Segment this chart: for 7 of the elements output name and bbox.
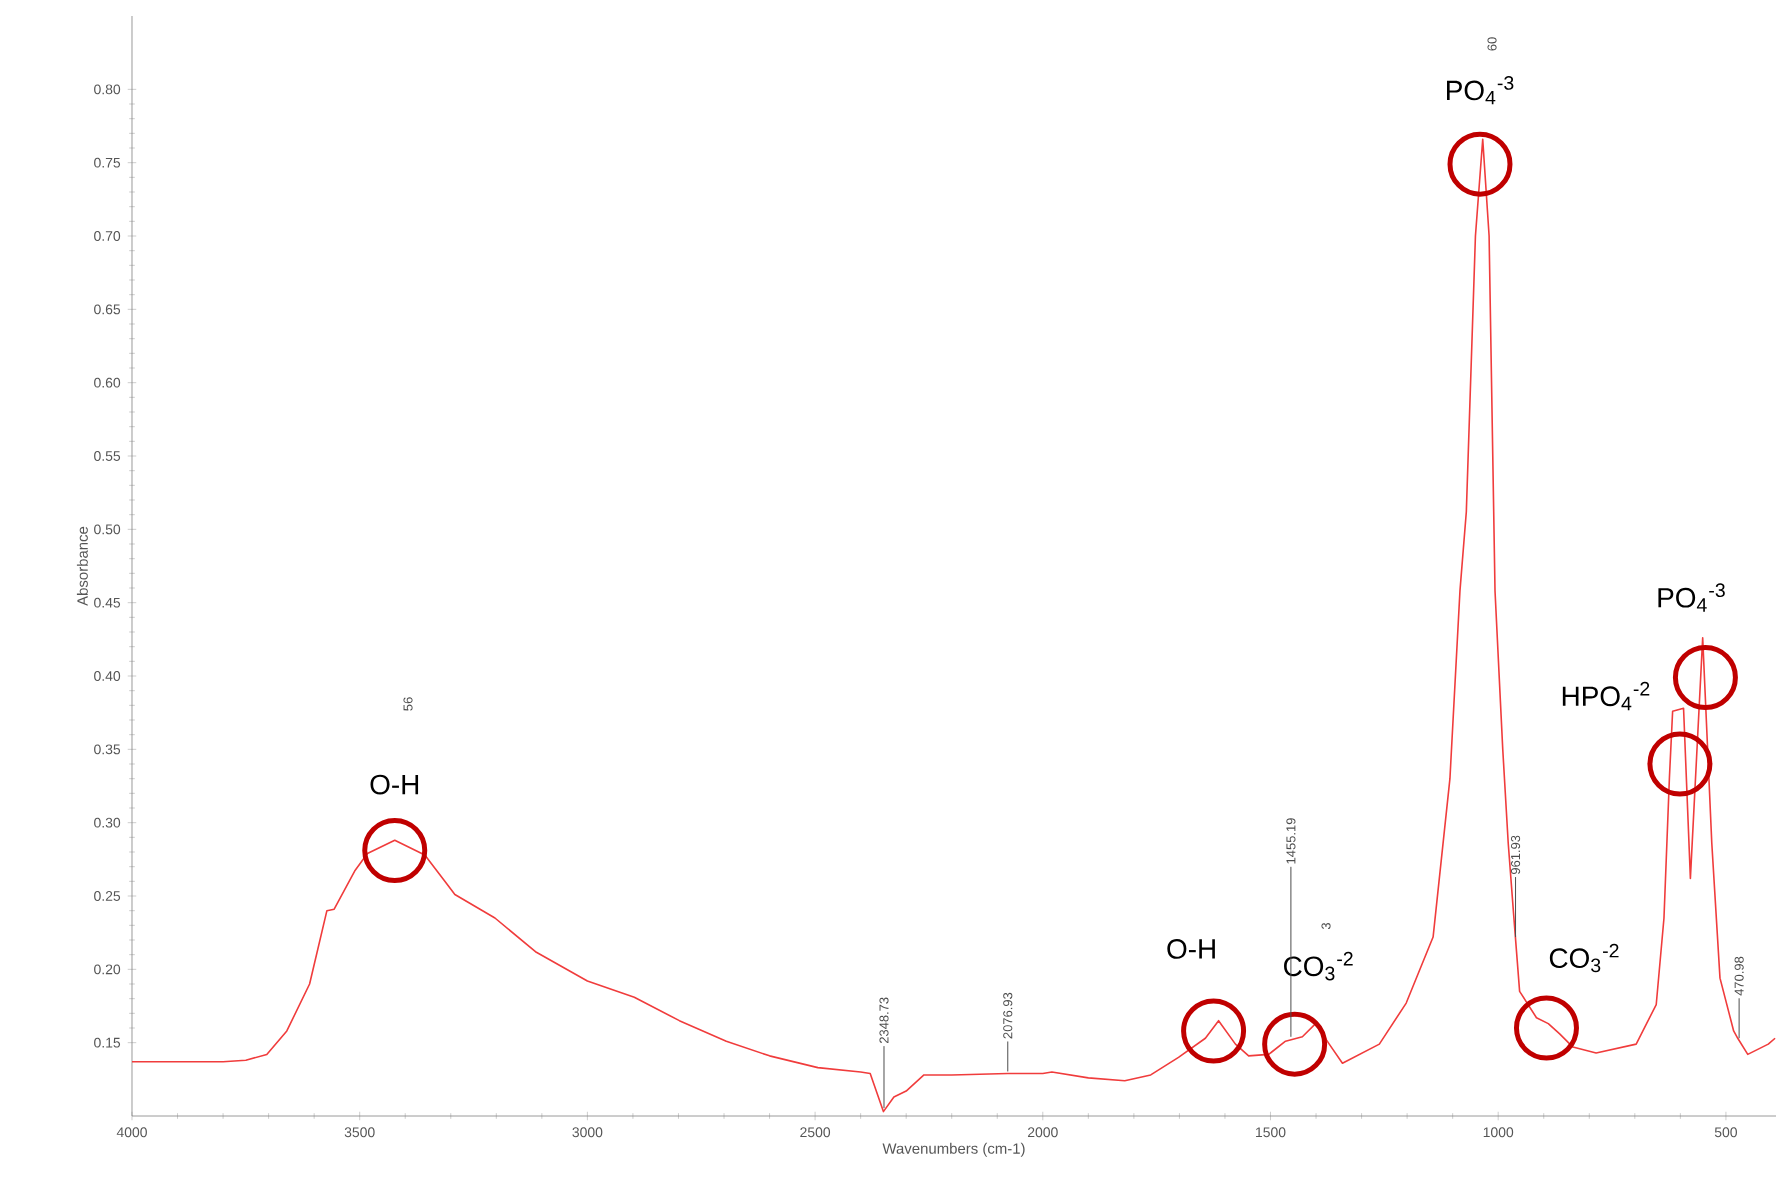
- annotation: PO$_{4}$-3: [1447, 75, 1514, 105]
- annotation: PO$_{4}$-3: [1658, 583, 1725, 612]
- annotation: CO$_{3}$-2: [1284, 951, 1353, 981]
- annotation: CO$_{3}$-2: [1549, 943, 1619, 973]
- annotation: HPO$_{4}$-2: [1562, 681, 1650, 711]
- annotation: O-H: [1167, 939, 1215, 959]
- annotation: O-H: [370, 774, 419, 795]
